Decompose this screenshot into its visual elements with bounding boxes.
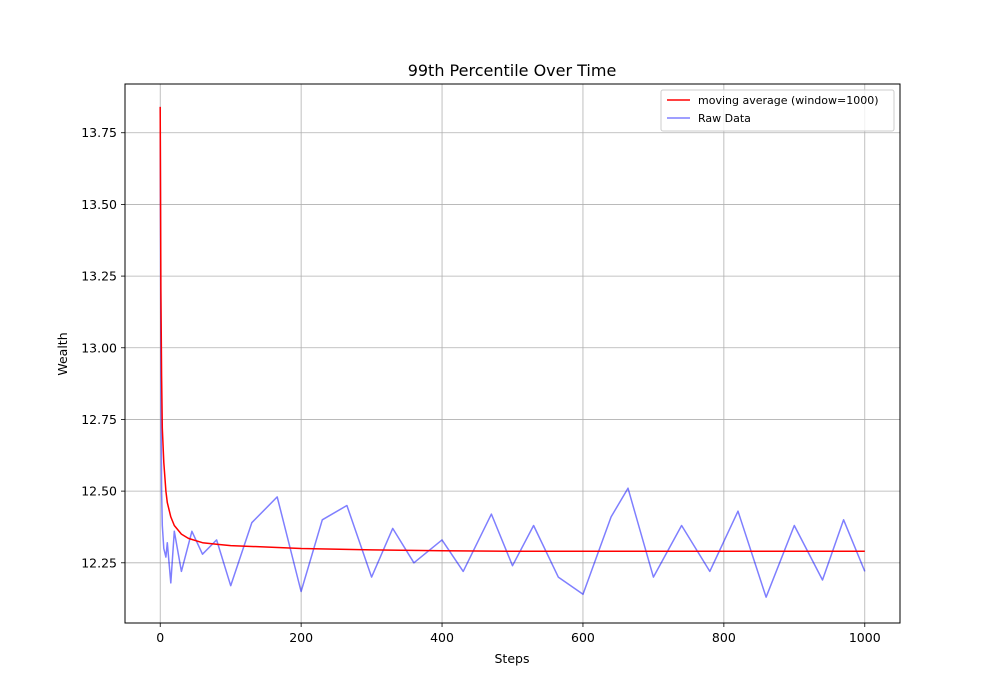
grid [125,84,900,623]
y-tick-label: 12.50 [81,484,117,499]
x-tick-label: 800 [712,630,736,645]
y-axis-label: Wealth [55,332,70,375]
y-tick-label: 13.00 [81,340,117,355]
legend: moving average (window=1000) Raw Data [660,89,895,132]
legend-box [660,89,895,132]
legend-label-moving-average: moving average (window=1000) [698,94,879,107]
legend-label-raw-data: Raw Data [698,112,751,125]
axis-ticks: 0 200 400 600 800 1000 12.25 12.50 12.75 13.00 13.… [81,125,881,645]
moving-average-line [159,106,865,553]
plot-frame [124,83,901,624]
x-tick-label: 600 [571,630,595,645]
x-tick-label: 400 [430,630,454,645]
raw-data-line [159,106,866,598]
x-axis-label: Steps [495,651,530,666]
y-tick-label: 12.25 [81,555,117,570]
x-tick-label: 200 [289,630,313,645]
y-tick-label: 13.25 [81,269,117,284]
series-layer [159,106,866,598]
y-tick-label: 13.50 [81,197,117,212]
x-tick-label: 1000 [849,630,881,645]
chart-title: 99th Percentile Over Time [408,61,617,80]
y-tick-label: 12.75 [81,412,117,427]
y-tick-label: 13.75 [81,125,117,140]
x-tick-label: 0 [156,630,164,645]
